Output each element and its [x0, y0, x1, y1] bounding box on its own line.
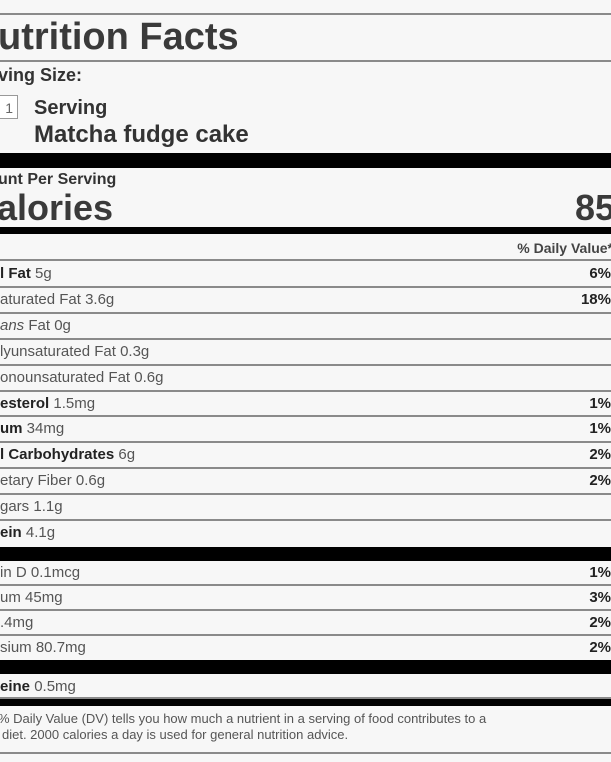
daily-value-header: % Daily Value* — [517, 240, 611, 256]
nutrient-row: ein 4.1g — [0, 521, 611, 545]
divider — [0, 389, 611, 392]
nutrient-row: lyunsaturated Fat 0.3g — [0, 340, 611, 364]
nutrient-name: l Fat — [0, 265, 31, 282]
nutrient-amount: 0.1mcg — [30, 564, 81, 581]
daily-value-percent: 2% — [589, 614, 611, 631]
daily-value-percent: 1% — [589, 420, 611, 438]
daily-value-percent: 3% — [589, 589, 611, 606]
nutrient-amount: 3.6g — [85, 290, 115, 308]
daily-value-percent: 2% — [589, 639, 611, 656]
divider — [0, 337, 611, 340]
nutrient-amount: 34mg — [26, 420, 65, 438]
nutrient-amount: 4.1g — [25, 524, 56, 541]
nutrient-amount: 1.5mg — [53, 394, 96, 412]
vitamin-row: um 45mg 3% — [0, 586, 611, 610]
divider — [0, 259, 611, 261]
divider — [0, 519, 611, 521]
nutrient-amount: 0.3g — [120, 342, 150, 360]
divider — [0, 697, 611, 699]
divider — [0, 634, 611, 636]
divider — [0, 467, 611, 470]
serving-quantity-input[interactable]: 1 — [0, 95, 18, 119]
nutrient-name: aturated Fat — [0, 290, 81, 308]
divider — [0, 415, 611, 418]
nutrient-row: esterol 1.5mg 1% — [0, 392, 611, 416]
divider — [0, 285, 611, 288]
divider — [0, 584, 611, 586]
vitamin-row: .4mg 2% — [0, 611, 611, 635]
thick-divider — [0, 660, 611, 674]
thick-divider — [0, 153, 611, 168]
divider — [0, 493, 611, 496]
caffeine-name: eine — [0, 678, 31, 695]
nutrient-row: gars 1.1g — [0, 495, 611, 519]
divider — [0, 752, 611, 754]
nutrient-amount: 45mg — [25, 589, 63, 606]
food-name: Matcha fudge cake — [34, 121, 249, 148]
daily-value-percent: 2% — [589, 446, 611, 464]
daily-value-percent: 2% — [589, 472, 611, 490]
nutrient-name: etary Fiber — [0, 472, 72, 490]
daily-value-percent: 18% — [580, 290, 611, 308]
thick-divider — [0, 699, 611, 706]
footnote-line-1: % Daily Value (DV) tells you how much a … — [0, 711, 487, 726]
nutrient-name: lyunsaturated Fat — [0, 342, 116, 360]
caffeine-row: eine 0.5mg — [0, 675, 611, 699]
nutrient-row: aturated Fat 3.6g 18% — [0, 288, 611, 312]
calories-value: 85 — [574, 187, 611, 228]
nutrient-row: l Fat 5g 6% — [0, 262, 611, 286]
nutrient-name: gars — [0, 498, 30, 516]
nutrient-name: l Carbohydrates — [0, 446, 115, 464]
nutrient-name: ein — [0, 524, 22, 541]
nutrient-row: um 34mg 1% — [0, 417, 611, 441]
vitamin-row: in D 0.1mcg 1% — [0, 561, 611, 585]
nutrient-amount: .4mg — [0, 614, 34, 631]
footnote-line-2: diet. 2000 calories a day is used for ge… — [2, 727, 349, 742]
nutrient-row: etary Fiber 0.6g 2% — [0, 469, 611, 493]
footnote: % Daily Value (DV) tells you how much a … — [0, 711, 486, 743]
nutrient-amount: 0.6g — [134, 368, 164, 386]
nutrient-name: esterol — [0, 394, 50, 412]
label-title: utrition Facts — [0, 16, 239, 58]
divider — [0, 60, 611, 62]
nutrient-name: sium — [0, 639, 32, 656]
nutrient-row: ans Fat 0g — [0, 314, 611, 338]
nutrient-name: ans — [0, 316, 25, 334]
thick-divider — [0, 227, 611, 234]
nutrient-row: onounsaturated Fat 0.6g — [0, 366, 611, 390]
nutrient-amount: 80.7mg — [35, 639, 86, 656]
serving-size-label: ving Size: — [0, 65, 83, 85]
nutrient-name: in D — [0, 564, 27, 581]
nutrient-name: um — [0, 589, 21, 606]
daily-value-percent: 1% — [589, 394, 611, 412]
divider — [0, 441, 611, 444]
nutrient-row: l Carbohydrates 6g 2% — [0, 443, 611, 467]
nutrient-amount: 5g — [35, 265, 52, 282]
serving-unit: Serving — [34, 97, 108, 119]
calories-label: alories — [0, 187, 114, 228]
thick-divider — [0, 547, 611, 561]
daily-value-percent: 6% — [589, 265, 611, 282]
nutrient-name: um — [0, 420, 23, 438]
divider — [0, 311, 611, 314]
caffeine-amount: 0.5mg — [34, 678, 76, 695]
daily-value-percent: 1% — [589, 564, 611, 581]
divider — [0, 13, 611, 15]
amount-per-serving: unt Per Serving — [0, 171, 117, 188]
nutrient-name: onounsaturated Fat — [0, 368, 131, 386]
nutrient-amount: 6g — [118, 446, 136, 464]
divider — [0, 609, 611, 611]
vitamin-row: sium 80.7mg 2% — [0, 636, 611, 660]
nutrient-amount: 0.6g — [75, 472, 106, 490]
divider — [0, 363, 611, 366]
nutrient-amount: 1.1g — [33, 498, 63, 516]
nutrient-amount: Fat 0g — [28, 316, 71, 334]
